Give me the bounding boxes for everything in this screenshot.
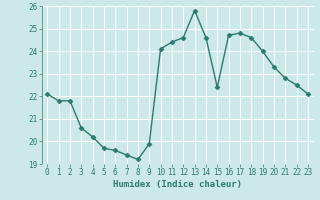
X-axis label: Humidex (Indice chaleur): Humidex (Indice chaleur) <box>113 180 242 189</box>
